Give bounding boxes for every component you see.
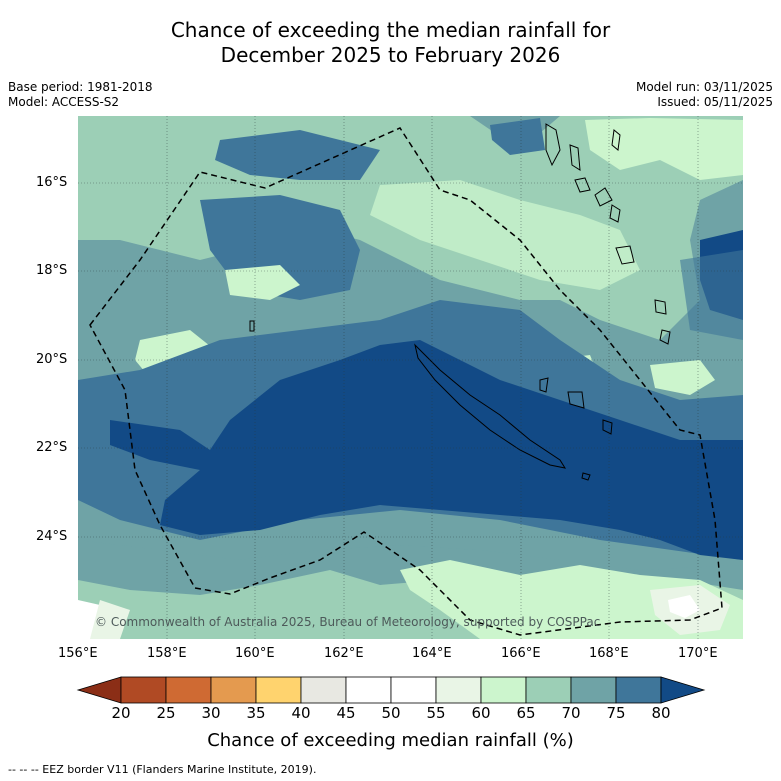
issued-date: Issued: 05/11/2025: [657, 95, 773, 109]
region-60-65-blob-1: [225, 265, 300, 300]
vanuatu-coastline: [545, 123, 671, 345]
colorbar-tick-55: 55: [426, 704, 446, 722]
model-name: Model: ACCESS-S2: [8, 95, 120, 109]
colorbar-segment-75-80: [615, 676, 662, 704]
lon-label-164e: 164°E: [412, 646, 452, 661]
colorbar-segment-45-50: [345, 676, 392, 704]
colorbar-segment-30-35: [210, 676, 257, 704]
colorbar-tick-65: 65: [516, 704, 536, 722]
region-75-80-east: [680, 250, 743, 340]
colorbar-segment-70-75: [570, 676, 617, 704]
colorbar-tick-20: 20: [111, 704, 131, 722]
lon-label-170e: 170°E: [678, 646, 718, 661]
colorbar-segment-35-40: [255, 676, 302, 704]
lon-label-156e: 156°E: [58, 646, 98, 661]
chesterfield-reef: [249, 320, 255, 332]
model-run: Model run: 03/11/2025: [635, 80, 773, 94]
colorbar-tick-25: 25: [156, 704, 176, 722]
base-period: Base period: 1981-2018: [8, 80, 153, 94]
gridlines: [78, 116, 743, 639]
colorbar-tick-35: 35: [246, 704, 266, 722]
colorbar-tick-40: 40: [291, 704, 311, 722]
colorbar-segment-20-25: [120, 676, 167, 704]
colorbar-tick-60: 60: [471, 704, 491, 722]
title-line-1: Chance of exceeding the median rainfall …: [170, 18, 611, 42]
colorbar-segment-65-70: [525, 676, 572, 704]
colorbar-tick-70: 70: [561, 704, 581, 722]
region-55-60-southwest: [90, 600, 130, 639]
eez-border: [89, 127, 723, 636]
lon-label-168e: 168°E: [589, 646, 629, 661]
region-75-80-north: [215, 130, 380, 180]
region-60-65-blob-4: [650, 360, 715, 395]
metadata-left: Base period: 1981-2018 Model: ACCESS-S2: [8, 80, 153, 110]
lon-label-158e: 158°E: [147, 646, 187, 661]
region-60-65-south: [400, 560, 743, 639]
region-60-65-northeast: [585, 118, 743, 180]
lat-label-24s: 24°S: [36, 529, 68, 544]
lat-label-20s: 20°S: [36, 352, 68, 367]
colorbar-tick-75: 75: [606, 704, 626, 722]
lon-label-162e: 162°E: [324, 646, 364, 661]
lat-label-16s: 16°S: [36, 175, 68, 190]
colorbar-segment-55-60: [435, 676, 482, 704]
probability-map: © Commonwealth of Australia 2025, Bureau…: [78, 116, 743, 639]
new-caledonia-coastline: [414, 343, 567, 469]
colorbar-tick-50: 50: [381, 704, 401, 722]
region-above-80-core: [110, 340, 743, 560]
region-50-55-southeast: [668, 595, 700, 618]
lat-label-22s: 22°S: [36, 440, 68, 455]
colorbar-tick-80: 80: [651, 704, 671, 722]
region-60-65-north: [370, 180, 640, 290]
lat-label-18s: 18°S: [36, 263, 68, 278]
metadata-right: Model run: 03/11/2025 Issued: 05/11/2025: [636, 80, 773, 110]
colorbar-tick-30: 30: [201, 704, 221, 722]
colorbar: [76, 676, 706, 704]
colorbar-extend-low: [76, 676, 122, 704]
lon-label-160e: 160°E: [235, 646, 275, 661]
colorbar-segment-60-65: [480, 676, 527, 704]
lon-label-166e: 166°E: [501, 646, 541, 661]
title-line-2: December 2025 to February 2026: [220, 43, 561, 67]
eez-footnote: -- -- -- EEZ border V11 (Flanders Marine…: [8, 763, 317, 776]
colorbar-tick-45: 45: [336, 704, 356, 722]
colorbar-segment-40-45: [300, 676, 347, 704]
colorbar-segment-50-55: [390, 676, 437, 704]
colorbar-title: Chance of exceeding median rainfall (%): [207, 730, 574, 751]
colorbar-extend-high: [660, 676, 706, 704]
colorbar-segment-25-30: [165, 676, 212, 704]
copyright-text: © Commonwealth of Australia 2025, Bureau…: [95, 615, 600, 629]
region-75-80-northeast: [490, 118, 545, 155]
loyalty-islands-coastline: [539, 377, 613, 481]
map-title: Chance of exceeding the median rainfall …: [0, 18, 781, 68]
